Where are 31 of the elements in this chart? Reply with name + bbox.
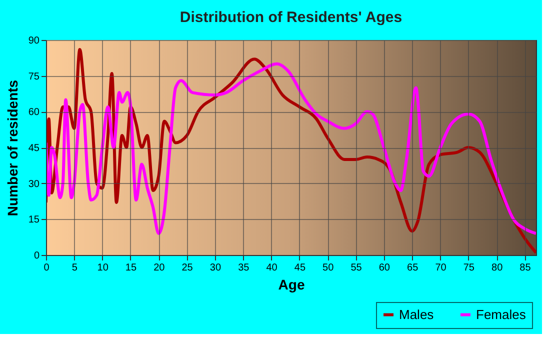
y-tick-label: 30 [28, 178, 40, 190]
y-axis-title: Number of residents [4, 80, 20, 216]
y-tick-label: 0 [34, 250, 40, 262]
x-tick-label: 85 [520, 262, 532, 274]
x-axis-title: Age [278, 276, 305, 292]
x-tick-label: 10 [97, 262, 109, 274]
legend-label: Males [399, 306, 434, 322]
x-tick-label: 35 [238, 262, 250, 274]
y-tick-label: 60 [28, 107, 40, 118]
x-tick-label: 30 [210, 262, 222, 274]
x-tick-label: 80 [492, 262, 504, 274]
y-tick-label: 75 [28, 71, 40, 82]
x-tick-label: 60 [378, 262, 390, 274]
x-tick-label: 70 [435, 262, 447, 274]
x-tick-label: 45 [294, 262, 306, 274]
chart-title: Distribution of Residents' Ages [180, 9, 402, 26]
x-tick-label: 5 [72, 262, 78, 274]
x-tick-label: 15 [125, 262, 137, 274]
y-tick-label: 90 [28, 36, 40, 46]
x-tick-label: 0 [44, 262, 50, 274]
x-tick-label: 20 [154, 262, 166, 274]
legend-label: Females [476, 306, 526, 322]
x-tick-label: 40 [266, 262, 278, 274]
x-tick-label: 75 [463, 262, 475, 274]
x-tick-label: 55 [350, 262, 362, 274]
x-tick-label: 25 [182, 262, 194, 274]
y-tick-label: 15 [28, 214, 40, 226]
x-tick-label: 65 [407, 262, 419, 274]
y-tick-label: 45 [28, 143, 40, 154]
x-tick-label: 50 [322, 262, 334, 274]
line-series [46, 62, 536, 235]
